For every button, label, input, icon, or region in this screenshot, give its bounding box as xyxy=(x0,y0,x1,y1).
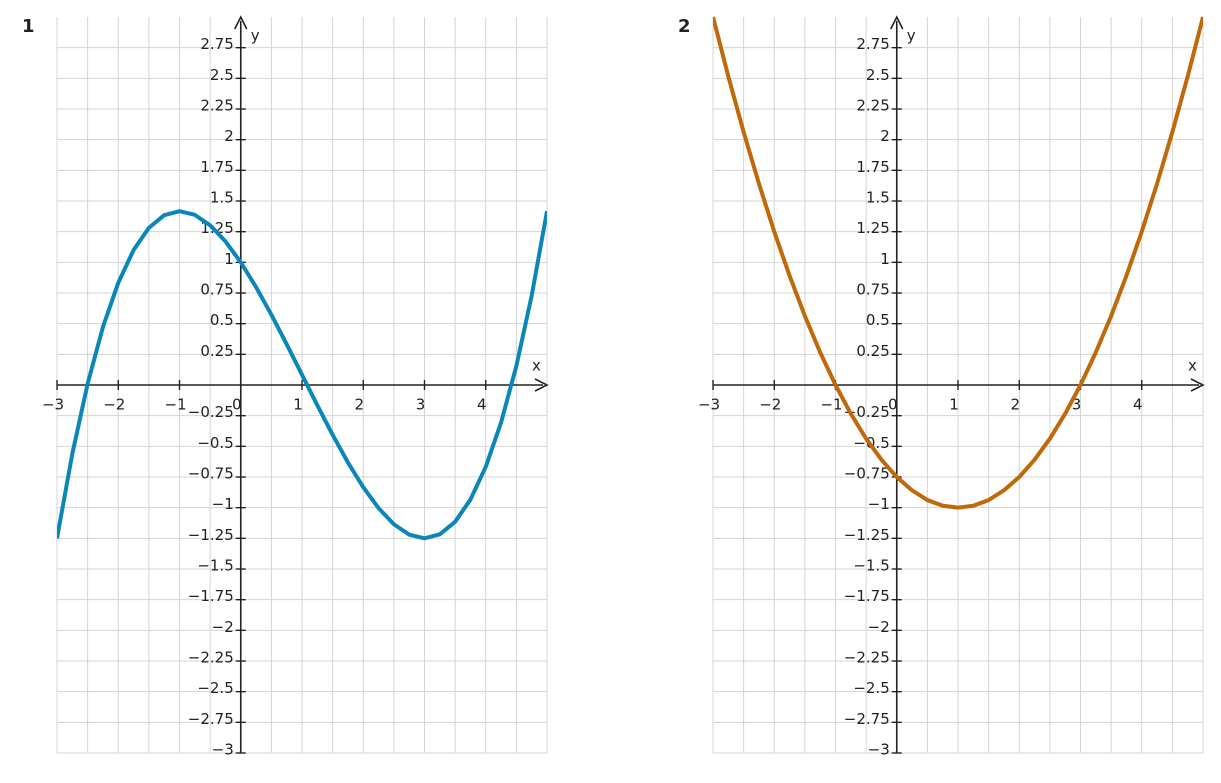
x-tick-label: 0 xyxy=(888,396,898,414)
y-tick-label: 2 xyxy=(880,127,890,145)
x-tick-label: 4 xyxy=(1133,396,1143,414)
x-tick-label: −3 xyxy=(42,396,64,414)
x-tick-label: −2 xyxy=(759,396,781,414)
y-axis-label: y xyxy=(907,27,916,45)
y-tick-label: −0.25 xyxy=(844,403,890,421)
y-axis-label: y xyxy=(251,27,260,45)
y-tick-label: −2.25 xyxy=(188,649,234,667)
x-tick-label: 3 xyxy=(1072,396,1082,414)
curve xyxy=(713,16,1203,510)
x-tick-label: 2 xyxy=(1010,396,1020,414)
y-tick-label: −2.25 xyxy=(844,649,890,667)
x-tick-label: 1 xyxy=(949,396,959,414)
y-tick-label: 2.5 xyxy=(210,66,234,84)
curve xyxy=(57,209,547,541)
y-tick-label: −1 xyxy=(868,495,890,513)
y-tick-label: −1.75 xyxy=(844,587,890,605)
y-tick-label: −2.75 xyxy=(844,710,890,728)
y-tick-label: 1.25 xyxy=(856,219,889,237)
y-tick-label: −3 xyxy=(868,741,890,759)
x-tick-label: −3 xyxy=(698,396,720,414)
x-tick-label: 4 xyxy=(477,396,487,414)
y-tick-label: −3 xyxy=(212,741,234,759)
x-tick-label: −2 xyxy=(103,396,125,414)
y-tick-label: 2.5 xyxy=(866,66,890,84)
y-tick-label: 2.75 xyxy=(856,35,889,53)
y-tick-label: −0.75 xyxy=(188,465,234,483)
panel-title: 2 xyxy=(678,16,691,37)
y-tick-label: 0.75 xyxy=(856,281,889,299)
x-axis-label: x xyxy=(1188,357,1197,375)
y-tick-label: 2.25 xyxy=(856,97,889,115)
y-tick-label: −2 xyxy=(212,618,234,636)
x-tick-label: 3 xyxy=(416,396,426,414)
y-tick-label: 2 xyxy=(224,127,234,145)
panel: 2 x y −3 −2 −1 0 1 2 3 4 −3 −2.75 −2.5 −2.25 −2 −1.75 −1.… xyxy=(678,15,1205,759)
x-tick-label: 0 xyxy=(232,396,242,414)
y-tick-label: −1.25 xyxy=(844,526,890,544)
y-tick-label: 1.75 xyxy=(200,158,233,176)
y-tick-label: −2.5 xyxy=(197,679,233,697)
y-tick-label: −1.75 xyxy=(188,587,234,605)
x-tick-label: −1 xyxy=(164,396,186,414)
y-axis-arrow xyxy=(890,15,904,30)
y-tick-label: 2.25 xyxy=(200,97,233,115)
y-tick-label: 1.75 xyxy=(856,158,889,176)
x-axis-label: x xyxy=(532,357,541,375)
y-tick-label: −2.5 xyxy=(853,679,889,697)
y-tick-label: −1 xyxy=(212,495,234,513)
y-tick-label: 0.25 xyxy=(200,342,233,360)
y-tick-label: −1.5 xyxy=(853,557,889,575)
y-tick-label: 1.5 xyxy=(210,189,234,207)
panel: 1 x y −3 −2 −1 0 1 2 3 4 −3 −2.75 −2.5 −2.25 −2 −1.75 −1.… xyxy=(22,15,549,759)
y-tick-label: −1.25 xyxy=(188,526,234,544)
panel-title: 1 xyxy=(22,16,35,37)
y-tick-label: 1.5 xyxy=(866,189,890,207)
y-tick-label: 2.75 xyxy=(200,35,233,53)
y-tick-label: −2 xyxy=(868,618,890,636)
x-tick-label: 1 xyxy=(293,396,303,414)
x-tick-label: −1 xyxy=(820,396,842,414)
y-tick-label: −0.75 xyxy=(844,465,890,483)
y-tick-label: 1 xyxy=(224,250,234,268)
y-tick-label: 1 xyxy=(880,250,890,268)
y-tick-label: −0.25 xyxy=(188,403,234,421)
y-tick-label: 0.5 xyxy=(866,311,890,329)
y-axis-arrow xyxy=(234,15,248,30)
y-tick-label: 0.25 xyxy=(856,342,889,360)
y-tick-label: −2.75 xyxy=(188,710,234,728)
y-tick-label: 0.5 xyxy=(210,311,234,329)
y-tick-label: −1.5 xyxy=(197,557,233,575)
x-axis-arrow xyxy=(534,378,549,392)
y-tick-label: 0.75 xyxy=(200,281,233,299)
x-tick-label: 2 xyxy=(354,396,364,414)
x-axis-arrow xyxy=(1190,378,1205,392)
y-tick-label: −0.5 xyxy=(197,434,233,452)
